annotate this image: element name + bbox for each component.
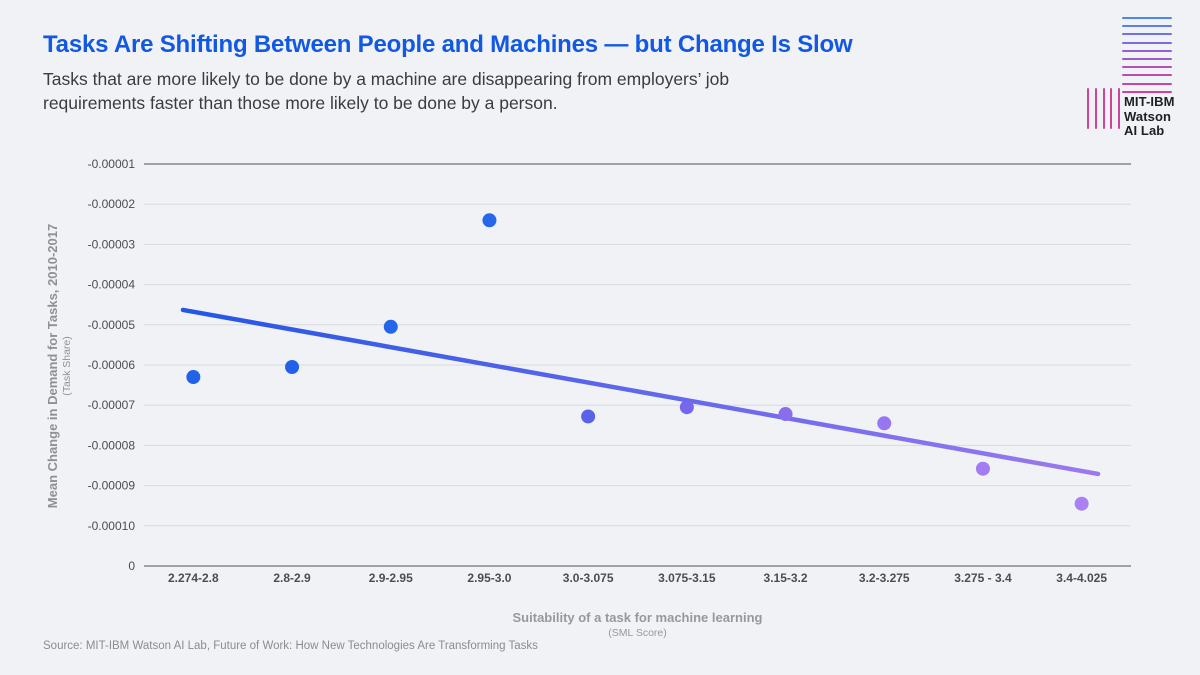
scatter-point [482,213,497,228]
logo-line [1110,88,1113,129]
x-axis-title-sub: (SML Score) [608,627,667,639]
y-tick-label: -0.00010 [88,519,136,533]
page-title: Tasks Are Shifting Between People and Ma… [43,31,853,58]
scatter-point [383,319,398,334]
x-tick-label: 3.075-3.15 [658,571,716,585]
scatter-point [778,407,793,422]
logo-text-line: AI Lab [1124,123,1165,138]
scatter-point [186,370,201,385]
x-tick-label: 2.274-2.8 [168,571,219,585]
x-tick-label: 2.95-3.0 [467,571,511,585]
logo-vertical-lines-icon [1087,88,1120,129]
logo-line [1122,25,1172,28]
logo-line [1122,41,1172,44]
scatter-point [679,400,694,415]
x-tick-label: 3.15-3.2 [764,571,808,585]
y-tick-label: -0.00003 [88,237,136,251]
logo-line [1122,49,1172,52]
logo-line [1102,88,1105,129]
scatter-point [285,360,300,375]
y-tick-label: -0.00008 [88,438,136,452]
scatter-point [877,416,892,431]
y-tick-label: 0 [128,559,135,573]
source-note: Source: MIT-IBM Watson AI Lab, Future of… [43,640,538,652]
header: Tasks Are Shifting Between People and Ma… [43,31,853,115]
logo-line [1087,88,1089,129]
x-tick-label: 2.8-2.9 [273,571,311,585]
mit-ibm-watson-ai-lab-logo: MIT-IBM Watson AI Lab [1124,94,1175,139]
page-subtitle: Tasks that are more likely to be done by… [43,69,730,113]
logo-line [1094,88,1097,129]
logo-line [1122,74,1172,77]
logo-line [1122,66,1172,69]
y-tick-label: -0.00002 [88,197,136,211]
scatter-point [975,461,990,476]
y-tick-label: -0.00005 [88,318,136,332]
logo-line [1118,88,1120,129]
logo-line [1122,82,1172,85]
y-tick-label: -0.00007 [88,398,136,412]
logo-line [1122,33,1172,36]
scatter-point [581,409,596,424]
logo-line [1122,17,1172,19]
trend-line [180,307,1101,477]
y-axis-title-main: Mean Change in Demand for Tasks, 2010-20… [45,223,60,509]
y-tick-label: -0.00006 [88,358,136,372]
logo-line [1122,90,1172,93]
logo-text-line: MIT-IBM [1124,94,1175,109]
scatter-point [1074,496,1089,511]
x-axis-title-main: Suitability of a task for machine learni… [512,610,763,625]
x-tick-label: 3.2-3.275 [859,571,910,585]
x-tick-label: 3.0-3.075 [563,571,614,585]
x-tick-label: 3.4-4.025 [1056,571,1107,585]
logo-text-line: Watson [1124,108,1172,124]
x-tick-label: 2.9-2.95 [369,571,413,585]
x-axis-title: Suitability of a task for machine learni… [144,610,1131,639]
y-tick-label: -0.00009 [88,479,136,493]
logo-horizontal-lines-icon [1122,17,1172,99]
logo-line [1122,57,1172,60]
y-tick-label: -0.00004 [88,278,136,292]
x-tick-label: 3.275 - 3.4 [954,571,1012,585]
y-axis-title-sub: (Task Share) [61,336,73,396]
y-axis-title: Mean Change in Demand for Tasks, 2010-20… [45,151,79,581]
scatter-chart: -0.00001 -0.00002 -0.00003 -0.00004 -0.00005… [88,157,1131,585]
y-tick-label: -0.00001 [88,157,136,171]
